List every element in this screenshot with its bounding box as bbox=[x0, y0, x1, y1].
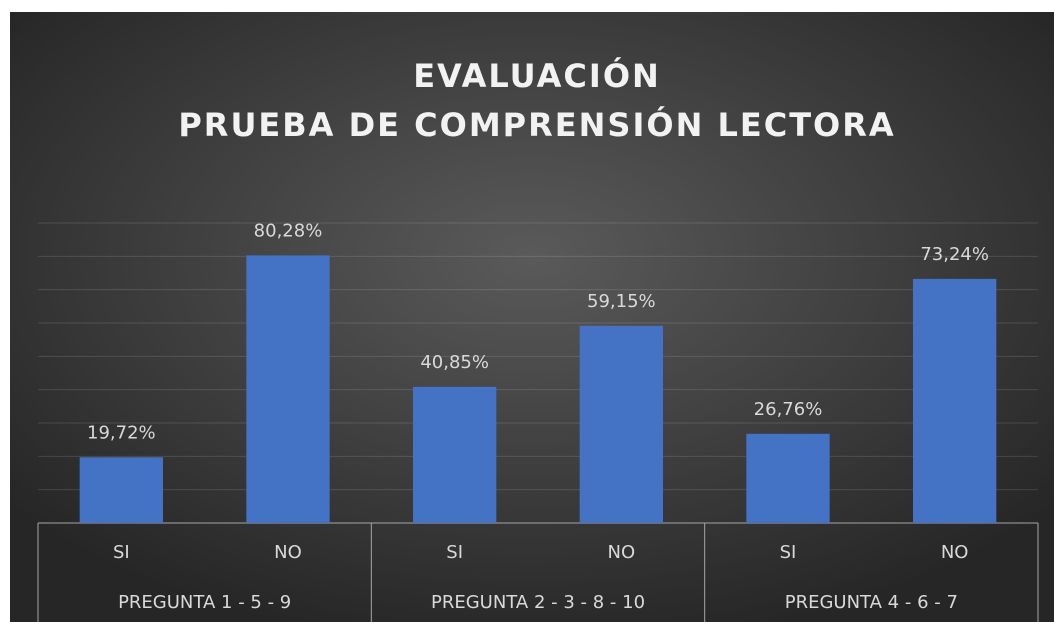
bar bbox=[913, 278, 997, 523]
chart-title: PRUEBA DE COMPRENSIÓN LECTORA bbox=[178, 105, 895, 144]
data-label: 26,76% bbox=[754, 399, 823, 420]
data-label: 73,24% bbox=[920, 244, 989, 265]
data-label: 80,28% bbox=[254, 220, 323, 241]
group-label: PREGUNTA 1 - 5 - 9 bbox=[118, 592, 291, 613]
bar bbox=[746, 433, 830, 523]
x-tick-label: SI bbox=[446, 542, 463, 563]
bar bbox=[79, 457, 163, 523]
data-label: 59,15% bbox=[587, 291, 656, 312]
bar bbox=[579, 325, 663, 523]
x-tick-label: NO bbox=[941, 542, 969, 563]
bar bbox=[413, 386, 497, 523]
chart-background bbox=[10, 12, 1054, 622]
x-tick-label: NO bbox=[608, 542, 636, 563]
x-tick-label: NO bbox=[274, 542, 302, 563]
x-tick-label: SI bbox=[113, 542, 130, 563]
data-label: 40,85% bbox=[420, 352, 489, 373]
group-label: PREGUNTA 4 - 6 - 7 bbox=[785, 592, 958, 613]
chart-title: EVALUACIÓN bbox=[413, 56, 661, 95]
data-label: 19,72% bbox=[87, 422, 156, 443]
bar bbox=[246, 255, 330, 523]
group-label: PREGUNTA 2 - 3 - 8 - 10 bbox=[431, 592, 645, 613]
x-tick-label: SI bbox=[780, 542, 797, 563]
